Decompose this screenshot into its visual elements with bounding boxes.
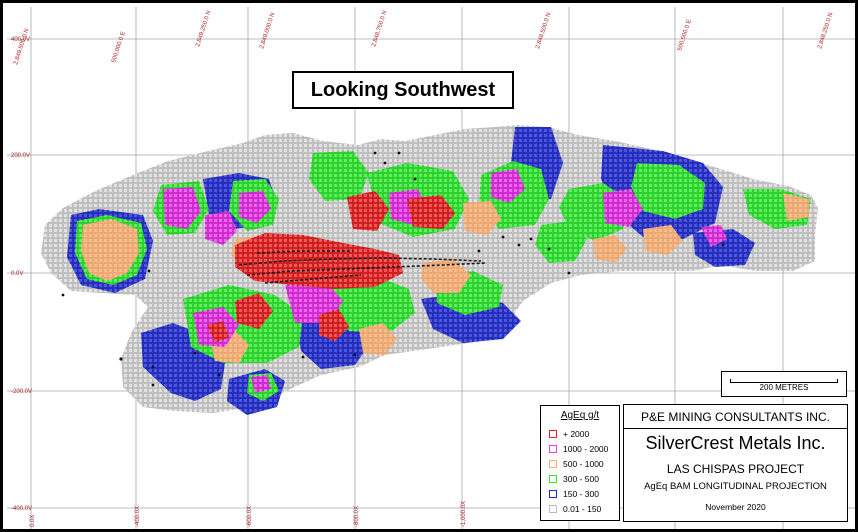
zone-1000-2000	[603, 189, 643, 227]
zone-300-500	[535, 221, 587, 263]
zone-1000-2000	[701, 225, 727, 247]
zone-plus-2000	[207, 321, 229, 343]
scale-bar-label: 200 METRES	[759, 383, 809, 392]
zone-300-500	[631, 163, 705, 219]
grid-label-bottom: -1,000.0X	[461, 501, 467, 527]
grid-label-easting: 2,848,500.0 N	[535, 12, 552, 50]
consultant-name: P&E MINING CONSULTANTS INC.	[641, 410, 830, 424]
zone-1000-2000	[285, 279, 343, 323]
zone-300-500	[309, 151, 369, 201]
grid-label-easting: 2,849,250.0 N	[195, 10, 212, 48]
legend-label: 150 - 300	[563, 489, 599, 499]
legend-item: 300 - 500	[549, 473, 599, 485]
zone-500-1000	[783, 193, 809, 221]
zone-500-1000	[81, 219, 139, 281]
grid-label-easting: 2,849,500.0 N	[13, 28, 30, 66]
legend-swatch	[549, 445, 557, 453]
grid-label-elevation: 0.0V	[11, 271, 23, 277]
legend-item: 500 - 1000	[549, 458, 604, 470]
zone-plus-2000	[347, 191, 389, 231]
drill-intercepts	[61, 151, 725, 387]
legend-item: 1000 - 2000	[549, 443, 608, 455]
legend-swatch	[549, 460, 557, 468]
grid-label-bottom: -800.0X	[354, 506, 360, 527]
legend-swatch	[549, 490, 557, 498]
grid-label-bottom: -600.0X	[247, 506, 253, 527]
legend-label: + 2000	[563, 429, 590, 439]
legend-label: 0.01 - 150	[563, 504, 602, 514]
grade-legend: AgEq g/t + 2000 1000 - 2000 500 - 1000 3…	[540, 405, 620, 521]
legend-swatch	[549, 430, 557, 438]
zone-300-500	[327, 275, 415, 333]
grid-label-bottom: -400.0X	[135, 506, 141, 527]
grid-label-easting: 2,849,000.0 N	[259, 12, 276, 50]
grid-label-elevation: 400.0V	[11, 37, 30, 43]
title-block-divider	[624, 428, 847, 429]
grid-label-bottom: 0.0X	[30, 515, 36, 527]
legend-label: 300 - 500	[563, 474, 599, 484]
zone-500-1000	[643, 225, 683, 255]
legend-item: + 2000	[549, 428, 589, 440]
grid-label-easting: 500,500.0 E	[677, 19, 693, 52]
block-model	[41, 125, 818, 415]
legend-label: 500 - 1000	[563, 459, 604, 469]
zone-500-1000	[359, 323, 397, 355]
legend-title: AgEq g/t	[560, 410, 600, 421]
title-block: P&E MINING CONSULTANTS INC. SilverCrest …	[623, 404, 848, 522]
grid-label-elevation: 200.0V	[11, 153, 30, 159]
zone-plus-2000	[407, 195, 455, 229]
grid-label-easting: 500,000.0 E	[111, 31, 127, 64]
view-direction-title: Looking Southwest	[292, 71, 514, 109]
drill-hole-traces	[238, 250, 486, 284]
legend-swatch	[549, 505, 557, 513]
scale-bar	[730, 379, 838, 383]
grid-label-easting: 2,848,750.0 N	[371, 10, 388, 48]
zone-1000-2000	[205, 211, 237, 245]
zone-1000-2000	[491, 169, 525, 203]
legend-item: 0.01 - 150	[549, 503, 601, 515]
longitudinal-projection-map: 2,849,500.0 N 500,000.0 E 2,849,250.0 N …	[7, 7, 855, 529]
projection-description: AgEq BAM LONGITUDINAL PROJECTION	[644, 481, 827, 492]
grid-label-elevation: -400.0V	[11, 506, 32, 512]
zone-plus-2000	[235, 293, 273, 329]
legend-label: 1000 - 2000	[563, 444, 609, 454]
project-name: LAS CHISPAS PROJECT	[666, 462, 805, 476]
zone-1000-2000	[163, 187, 201, 229]
grid-label-easting: 2,848,250.0 N	[817, 12, 834, 50]
report-date: November 2020	[705, 502, 766, 512]
zone-plus-2000	[319, 309, 349, 341]
legend-swatch	[549, 475, 557, 483]
zone-1000-2000	[251, 375, 271, 393]
company-name: SilverCrest Metals Inc.	[645, 433, 826, 453]
legend-item: 150 - 300	[549, 488, 599, 500]
zone-500-1000	[593, 235, 627, 263]
zone-1000-2000	[239, 191, 271, 223]
zone-500-1000	[421, 259, 471, 293]
zone-500-1000	[463, 201, 501, 235]
scale-bar-box: 200 METRES	[721, 371, 847, 397]
grid-label-elevation: -200.0V	[11, 389, 32, 395]
